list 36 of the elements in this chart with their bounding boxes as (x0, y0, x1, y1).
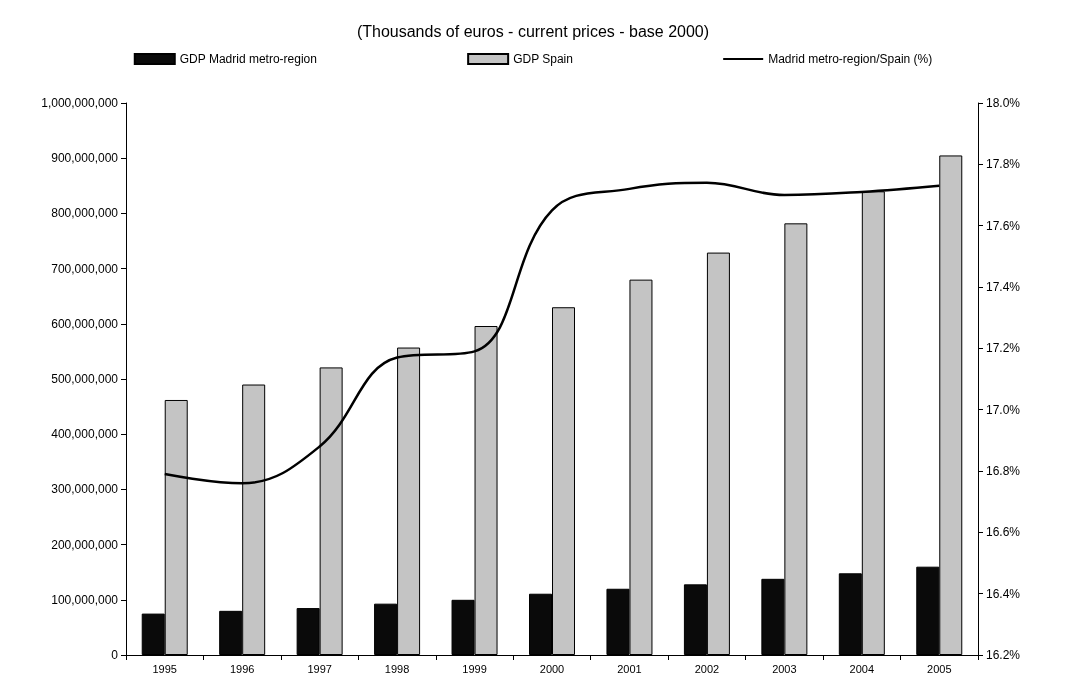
y2-tick-label: 16.8% (986, 464, 1021, 478)
x-tick-label: 2002 (694, 662, 720, 675)
legend-label: GDP Madrid metro-region (179, 52, 317, 66)
legend-label: GDP Spain (513, 52, 573, 66)
chart-title: (Thousands of euros - current prices - base 2000) (356, 22, 710, 40)
y2-tick-label: 16.4% (986, 586, 1021, 601)
x-tick-label: 1996 (229, 662, 255, 675)
y-tick-label: 300,000,000 (51, 482, 119, 497)
y-tick-label: 700,000,000 (51, 261, 119, 276)
y2-tick-label: 17.0% (986, 402, 1021, 417)
x-tick-label: 2003 (772, 662, 797, 675)
y2-tick-label: 17.4% (986, 280, 1021, 294)
y-tick-label: 1,000,000,000 (41, 96, 119, 110)
y-tick-label: 800,000,000 (51, 206, 119, 221)
y-tick-label: 200,000,000 (51, 537, 119, 552)
x-tick-label: 1999 (462, 662, 487, 675)
legend-label: Madrid metro-region/Spain (%) (768, 52, 933, 66)
y-tick-label: 500,000,000 (51, 372, 119, 386)
y-tick-label: 400,000,000 (51, 427, 119, 442)
y2-tick-label: 17.8% (986, 157, 1021, 172)
x-tick-label: 1997 (307, 662, 332, 675)
y2-tick-label: 16.2% (986, 648, 1021, 662)
y2-tick-label: 18.0% (986, 96, 1021, 110)
y-tick-label: 100,000,000 (51, 592, 119, 607)
y-tick-label: 900,000,000 (51, 151, 119, 166)
x-tick-label: 1998 (384, 662, 410, 675)
y-tick-label: 600,000,000 (51, 316, 119, 331)
x-tick-label: 2005 (927, 662, 952, 675)
x-tick-label: 2001 (617, 662, 642, 675)
x-tick-label: 2000 (539, 662, 565, 675)
x-tick-label: 2004 (849, 662, 875, 675)
y2-tick-label: 17.2% (986, 341, 1021, 356)
y2-tick-label: 17.6% (986, 218, 1021, 233)
y2-tick-label: 16.6% (986, 525, 1021, 540)
x-tick-label: 1995 (152, 662, 177, 675)
y-tick-label: 0 (111, 648, 119, 662)
